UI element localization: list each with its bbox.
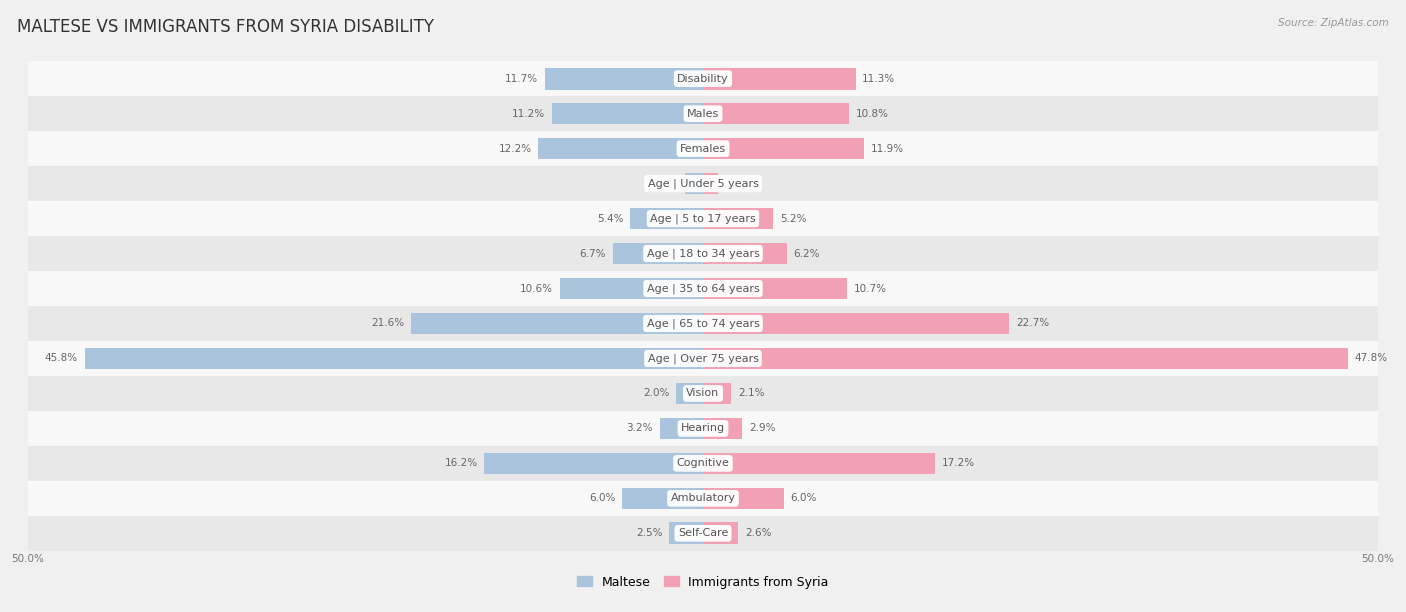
Bar — [703, 68, 855, 89]
Text: 10.6%: 10.6% — [520, 283, 553, 294]
Text: 10.8%: 10.8% — [855, 109, 889, 119]
Bar — [613, 243, 703, 264]
Text: 2.6%: 2.6% — [745, 528, 772, 539]
Text: 2.9%: 2.9% — [749, 424, 775, 433]
Bar — [28, 271, 1378, 306]
Text: 10.7%: 10.7% — [855, 283, 887, 294]
Text: 6.2%: 6.2% — [793, 248, 820, 258]
Text: 22.7%: 22.7% — [1017, 318, 1049, 329]
Text: 2.0%: 2.0% — [643, 389, 669, 398]
Text: Males: Males — [688, 109, 718, 119]
Text: 1.1%: 1.1% — [724, 179, 751, 188]
Bar — [703, 523, 738, 544]
Text: Females: Females — [681, 144, 725, 154]
Bar — [28, 481, 1378, 516]
Bar — [28, 61, 1378, 96]
Text: 11.7%: 11.7% — [505, 73, 538, 84]
Text: Age | 65 to 74 years: Age | 65 to 74 years — [647, 318, 759, 329]
Bar — [703, 103, 849, 124]
Text: Vision: Vision — [686, 389, 720, 398]
Text: 11.3%: 11.3% — [862, 73, 896, 84]
Bar — [703, 452, 935, 474]
Bar — [560, 278, 703, 299]
Text: 5.2%: 5.2% — [780, 214, 807, 223]
Bar — [28, 341, 1378, 376]
Text: 3.2%: 3.2% — [627, 424, 652, 433]
Text: Age | Over 75 years: Age | Over 75 years — [648, 353, 758, 364]
Text: 6.7%: 6.7% — [579, 248, 606, 258]
Text: Disability: Disability — [678, 73, 728, 84]
Text: Age | 5 to 17 years: Age | 5 to 17 years — [650, 214, 756, 224]
Bar — [703, 243, 787, 264]
Bar — [28, 306, 1378, 341]
Text: 2.5%: 2.5% — [636, 528, 662, 539]
Text: Age | 18 to 34 years: Age | 18 to 34 years — [647, 248, 759, 259]
Text: 6.0%: 6.0% — [790, 493, 817, 503]
Bar — [659, 417, 703, 439]
Text: Self-Care: Self-Care — [678, 528, 728, 539]
Bar — [28, 446, 1378, 481]
Bar — [28, 236, 1378, 271]
Bar — [703, 348, 1348, 369]
Text: Cognitive: Cognitive — [676, 458, 730, 468]
Bar — [538, 138, 703, 160]
Bar — [28, 201, 1378, 236]
Bar — [703, 313, 1010, 334]
Bar — [28, 166, 1378, 201]
Bar — [686, 173, 703, 195]
Legend: Maltese, Immigrants from Syria: Maltese, Immigrants from Syria — [572, 570, 834, 594]
Text: Hearing: Hearing — [681, 424, 725, 433]
Text: 17.2%: 17.2% — [942, 458, 974, 468]
Bar — [484, 452, 703, 474]
Text: 11.2%: 11.2% — [512, 109, 546, 119]
Text: Source: ZipAtlas.com: Source: ZipAtlas.com — [1278, 18, 1389, 28]
Text: 21.6%: 21.6% — [371, 318, 405, 329]
Text: 2.1%: 2.1% — [738, 389, 765, 398]
Text: 1.3%: 1.3% — [652, 179, 679, 188]
Bar — [703, 207, 773, 230]
Text: Age | 35 to 64 years: Age | 35 to 64 years — [647, 283, 759, 294]
Text: Ambulatory: Ambulatory — [671, 493, 735, 503]
Text: 47.8%: 47.8% — [1355, 354, 1388, 364]
Bar — [28, 96, 1378, 131]
Bar — [703, 138, 863, 160]
Text: 45.8%: 45.8% — [45, 354, 79, 364]
Bar — [546, 68, 703, 89]
Bar — [28, 131, 1378, 166]
Text: 5.4%: 5.4% — [598, 214, 623, 223]
Bar — [703, 278, 848, 299]
Bar — [551, 103, 703, 124]
Bar — [412, 313, 703, 334]
Text: 6.0%: 6.0% — [589, 493, 616, 503]
Text: 12.2%: 12.2% — [499, 144, 531, 154]
Bar — [703, 382, 731, 405]
Text: 11.9%: 11.9% — [870, 144, 904, 154]
Bar — [84, 348, 703, 369]
Bar — [703, 417, 742, 439]
Text: MALTESE VS IMMIGRANTS FROM SYRIA DISABILITY: MALTESE VS IMMIGRANTS FROM SYRIA DISABIL… — [17, 18, 434, 36]
Bar — [28, 411, 1378, 446]
Bar — [630, 207, 703, 230]
Bar — [28, 516, 1378, 551]
Text: Age | Under 5 years: Age | Under 5 years — [648, 178, 758, 189]
Bar — [621, 488, 703, 509]
Text: 16.2%: 16.2% — [444, 458, 478, 468]
Bar — [28, 376, 1378, 411]
Bar — [703, 173, 718, 195]
Bar — [703, 488, 785, 509]
Bar — [669, 523, 703, 544]
Bar — [676, 382, 703, 405]
